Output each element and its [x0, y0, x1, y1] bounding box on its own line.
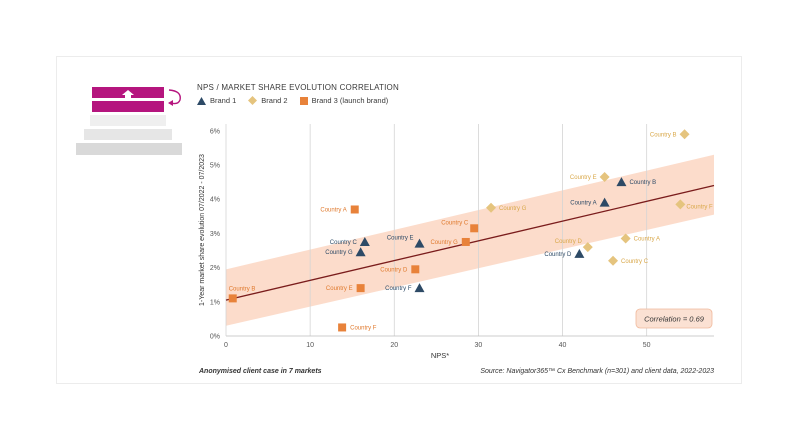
point-brand-1-country-f: [414, 283, 425, 293]
point-brand-3-country-g: [461, 237, 470, 246]
point-brand-3-country-d: [411, 265, 420, 274]
data-label: Country E: [570, 175, 597, 181]
x-tick-label: 50: [643, 342, 651, 349]
point-brand-3-country-a: [350, 205, 359, 214]
chart-title: NPS / MARKET SHARE EVOLUTION CORRELATION: [197, 83, 399, 92]
x-tick-label: 10: [306, 342, 314, 349]
data-label: Country C: [621, 259, 649, 265]
data-label: Country B: [650, 132, 677, 138]
legend-item-brand1: Brand 1: [197, 96, 236, 105]
point-brand-2-country-a: [620, 233, 631, 244]
y-tick-label: 0%: [210, 334, 220, 341]
y-tick-label: 2%: [210, 265, 220, 272]
correlation-box: [635, 308, 713, 329]
legend: Brand 1 Brand 2 Brand 3 (launch brand): [197, 96, 388, 105]
y-tick-label: 3%: [210, 231, 220, 238]
data-label: Country A: [570, 201, 596, 207]
point-brand-3-country-f: [338, 323, 347, 332]
point-brand-3-country-c: [470, 224, 479, 233]
legend-item-brand3: Brand 3 (launch brand): [299, 96, 389, 105]
y-axis-label: 1-Year market share evolution 07/2022 - …: [199, 154, 206, 306]
point-brand-3-country-e: [356, 284, 365, 293]
point-brand-2-country-c: [608, 255, 619, 266]
data-label: Country E: [387, 236, 414, 242]
data-label: Country D: [544, 252, 572, 258]
data-label: Country C: [330, 240, 358, 246]
data-label: Country G: [325, 250, 353, 256]
data-label: Country F: [686, 204, 713, 210]
data-label: Country G: [430, 240, 458, 246]
data-label: Country D: [555, 239, 583, 245]
point-brand-1-country-c: [359, 236, 370, 246]
triangle-icon: [197, 96, 206, 105]
data-label: Country F: [350, 325, 377, 331]
data-label: Country G: [499, 206, 527, 212]
data-label: Country F: [385, 286, 412, 292]
point-brand-1-country-g: [355, 247, 366, 257]
data-label: Country C: [441, 220, 469, 226]
footnote: Anonymised client case in 7 markets: [199, 368, 322, 375]
diamond-icon: [248, 96, 258, 105]
point-brand-2-country-d: [582, 242, 593, 253]
square-icon: [299, 96, 308, 105]
source-note: Source: Navigator365™ Cx Benchmark (n=30…: [480, 368, 714, 375]
x-tick-label: 40: [559, 342, 567, 349]
y-tick-label: 1%: [210, 299, 220, 306]
point-brand-2-country-f: [675, 199, 686, 210]
data-label: Country B: [229, 286, 256, 292]
correlation-label: Correlation = 0.69: [644, 315, 705, 324]
x-tick-label: 20: [390, 342, 398, 349]
legend-label: Brand 3 (launch brand): [311, 96, 389, 105]
point-brand-2-country-g: [486, 202, 497, 213]
ranking-stack-icon: [76, 87, 182, 155]
data-label: Country D: [380, 267, 408, 273]
legend-label: Brand 2: [261, 96, 288, 105]
x-axis-label: NPS*: [431, 351, 449, 360]
point-brand-1-country-b: [616, 177, 627, 187]
data-label: Country A: [634, 237, 660, 243]
legend-label: Brand 1: [210, 96, 237, 105]
point-brand-1-country-a: [599, 197, 610, 207]
trend-line: [225, 184, 715, 301]
y-tick-label: 4%: [210, 197, 220, 204]
point-brand-2-country-b: [679, 129, 690, 140]
y-tick-label: 6%: [210, 128, 220, 135]
y-tick-label: 5%: [210, 163, 220, 170]
point-brand-1-country-e: [414, 238, 425, 248]
point-brand-3-country-b: [228, 294, 237, 303]
data-label: Country A: [320, 207, 346, 213]
x-tick-label: 30: [475, 342, 483, 349]
x-tick-label: 0: [224, 342, 228, 349]
point-brand-2-country-e: [599, 172, 610, 182]
data-label: Country E: [326, 286, 353, 292]
legend-item-brand2: Brand 2: [248, 96, 288, 105]
confidence-band: [226, 154, 714, 326]
point-brand-1-country-d: [574, 248, 585, 258]
data-label: Country B: [629, 180, 656, 186]
